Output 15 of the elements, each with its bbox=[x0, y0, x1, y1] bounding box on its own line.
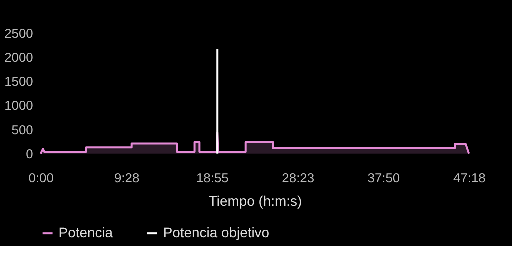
y-tick-label: 1500 bbox=[4, 74, 34, 90]
x-tick-label: 18:55 bbox=[196, 170, 229, 186]
x-tick-label: 9:28 bbox=[114, 170, 140, 186]
x-tick-label: 0:00 bbox=[28, 170, 54, 186]
x-tick-label: 47:18 bbox=[453, 170, 486, 186]
legend-label: Potencia bbox=[58, 224, 114, 241]
legend-label: Potencia objetivo bbox=[163, 224, 270, 241]
y-tick-label: 1000 bbox=[4, 98, 34, 114]
y-tick-label: 0 bbox=[26, 146, 34, 162]
x-tick-label: 28:23 bbox=[282, 170, 315, 186]
y-tick-label: 500 bbox=[12, 122, 34, 138]
x-tick-label: 37:50 bbox=[368, 170, 400, 186]
y-tick-label: 2500 bbox=[4, 26, 34, 41]
y-tick-label: 2000 bbox=[4, 50, 34, 65]
x-axis-title: Tiempo (h:m:s) bbox=[208, 193, 302, 210]
